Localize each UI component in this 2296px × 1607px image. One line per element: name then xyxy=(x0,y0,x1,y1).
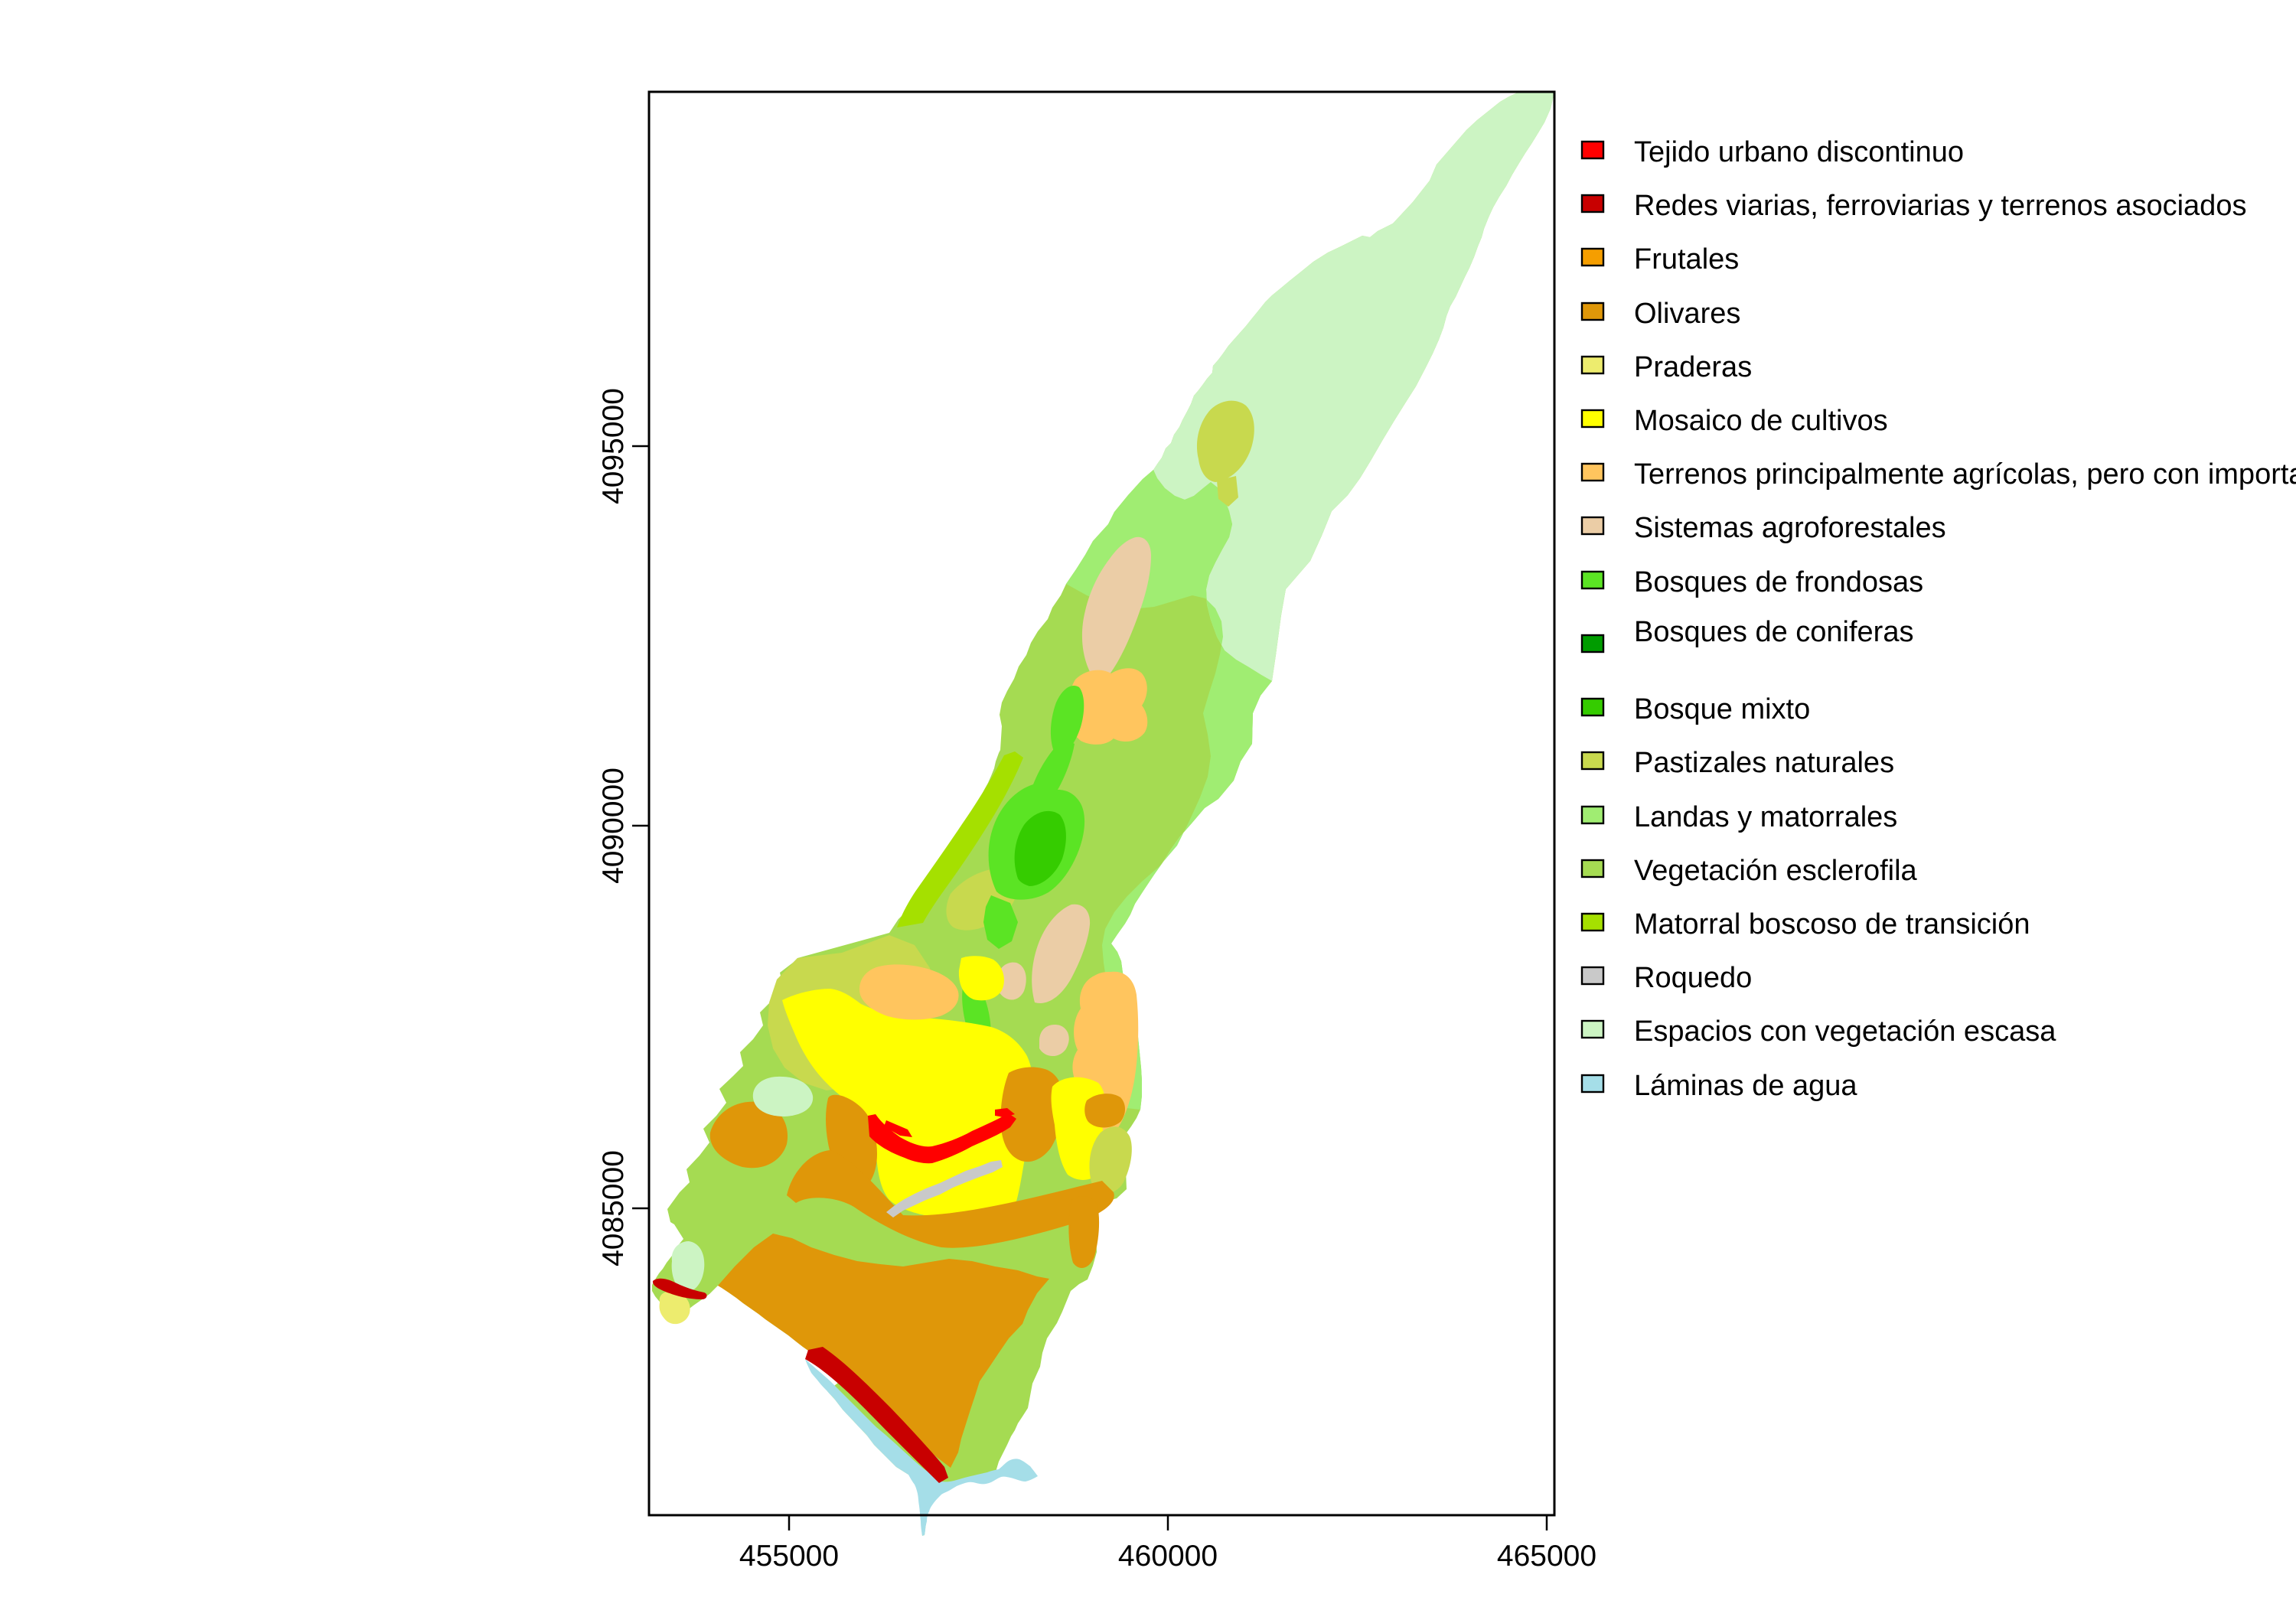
svg-text:Espacios con vegetación escasa: Espacios con vegetación escasa xyxy=(1634,1015,2056,1048)
svg-text:460000: 460000 xyxy=(1118,1540,1218,1573)
svg-text:455000: 455000 xyxy=(739,1540,839,1573)
svg-text:Terrenos principalmente agríco: Terrenos principalmente agrícolas, pero … xyxy=(1634,458,2296,491)
svg-text:Redes viarias, ferroviarias y: Redes viarias, ferroviarias y terrenos a… xyxy=(1634,190,2246,222)
svg-text:Praderas: Praderas xyxy=(1634,351,1752,383)
svg-text:Matorral boscoso de transición: Matorral boscoso de transición xyxy=(1634,908,2030,940)
svg-text:Roquedo: Roquedo xyxy=(1634,962,1752,994)
svg-text:465000: 465000 xyxy=(1497,1540,1596,1573)
svg-text:Frutales: Frutales xyxy=(1634,243,1739,275)
svg-text:Olivares: Olivares xyxy=(1634,298,1740,330)
svg-text:Mosaico de cultivos: Mosaico de cultivos xyxy=(1634,405,1888,437)
svg-text:Landas y matorrales: Landas y matorrales xyxy=(1634,801,1897,833)
svg-text:Sistemas agroforestales: Sistemas agroforestales xyxy=(1634,512,1946,544)
svg-text:Pastizales naturales: Pastizales naturales xyxy=(1634,747,1894,779)
svg-text:Vegetación esclerofila: Vegetación esclerofila xyxy=(1634,855,1918,887)
svg-text:Láminas de agua: Láminas de agua xyxy=(1634,1070,1857,1102)
svg-text:Bosque mixto: Bosque mixto xyxy=(1634,693,1810,725)
svg-text:4095000: 4095000 xyxy=(597,388,630,504)
svg-text:4085000: 4085000 xyxy=(597,1150,630,1266)
svg-text:Bosques de frondosas: Bosques de frondosas xyxy=(1634,566,1923,598)
svg-text:Tejido urbano discontinuo: Tejido urbano discontinuo xyxy=(1634,136,1964,168)
svg-text:4090000: 4090000 xyxy=(597,768,630,884)
svg-text:Bosques de coniferas: Bosques de coniferas xyxy=(1634,616,1913,648)
